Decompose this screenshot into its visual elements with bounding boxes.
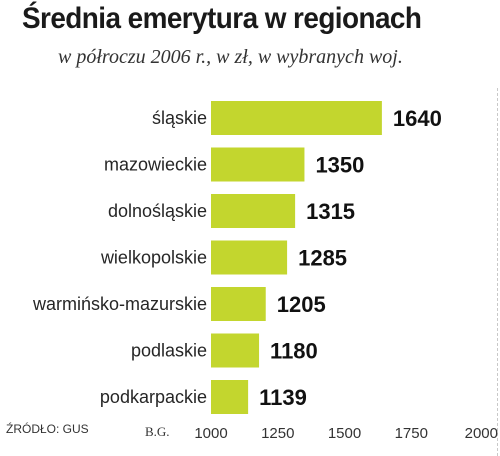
source-note: ŹRÓDŁO: GUS bbox=[6, 422, 89, 436]
bar bbox=[211, 333, 260, 368]
page-edge-rule bbox=[497, 88, 498, 456]
category-label: warmińsko-mazurskie bbox=[32, 294, 207, 314]
category-label: wielkopolskie bbox=[100, 248, 207, 268]
category-label: śląskie bbox=[152, 108, 207, 128]
category-label: dolnośląskie bbox=[108, 201, 207, 221]
value-label: 1350 bbox=[315, 153, 364, 178]
x-tick-label: 1250 bbox=[261, 425, 294, 442]
chart-subtitle: w półroczu 2006 r., w zł, w wybranych wo… bbox=[58, 46, 403, 68]
x-tick-label: 1750 bbox=[395, 425, 428, 442]
author-initials: B.G. bbox=[145, 424, 170, 439]
value-label: 1315 bbox=[306, 199, 355, 224]
x-tick-label: 1500 bbox=[328, 425, 361, 442]
value-label: 1139 bbox=[259, 385, 307, 410]
x-tick-label: 1000 bbox=[194, 425, 227, 442]
value-label: 1205 bbox=[277, 292, 326, 317]
category-label: podkarpackie bbox=[100, 387, 207, 407]
bar bbox=[211, 101, 382, 135]
value-label: 1285 bbox=[298, 246, 347, 271]
bar bbox=[211, 147, 305, 182]
category-label: podlaskie bbox=[131, 341, 207, 361]
value-label: 1640 bbox=[393, 106, 442, 131]
chart-title: Średnia emerytura w regionach bbox=[22, 2, 422, 35]
bar bbox=[211, 287, 266, 321]
bar bbox=[211, 194, 296, 228]
category-label: mazowieckie bbox=[104, 155, 207, 175]
bar bbox=[211, 240, 288, 275]
bar bbox=[211, 380, 249, 414]
x-tick-label: 2000 bbox=[465, 425, 498, 442]
value-label: 1180 bbox=[270, 339, 318, 364]
